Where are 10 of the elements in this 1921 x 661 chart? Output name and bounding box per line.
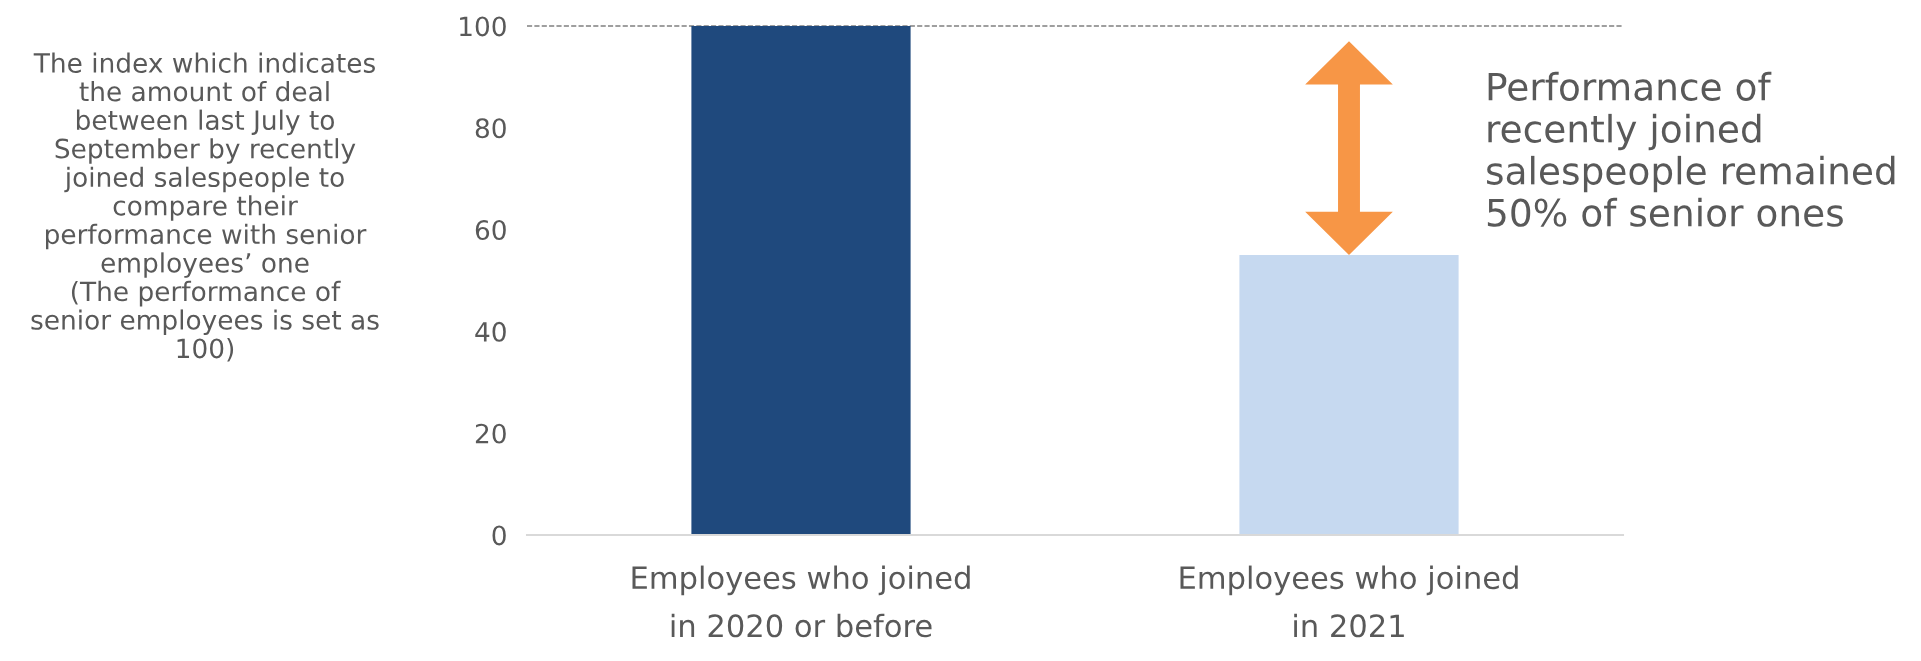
x-tick-label: Employees who joined in 2021 [1180, 565, 1518, 638]
y-tick-label: 100 [460, 16, 506, 37]
y-tick-label: 80 [475, 118, 506, 139]
text: The index which indicates the amount of deal between last July to September by recently joined salespeople to compare their performance with senior employees’ one (The performance of senior employees is set as 100) [31, 52, 379, 362]
x-tick-label: Employees who joined in 2020 or before [632, 565, 970, 638]
y-tick-label: 60 [475, 220, 506, 240]
annotation: Performance of recently joined salespeople remained 50% of senior ones [1487, 71, 1895, 227]
y-tick-label: 40 [475, 321, 506, 342]
y-tick-label: 0 [492, 525, 506, 546]
y-tick-label: 20 [475, 423, 506, 444]
